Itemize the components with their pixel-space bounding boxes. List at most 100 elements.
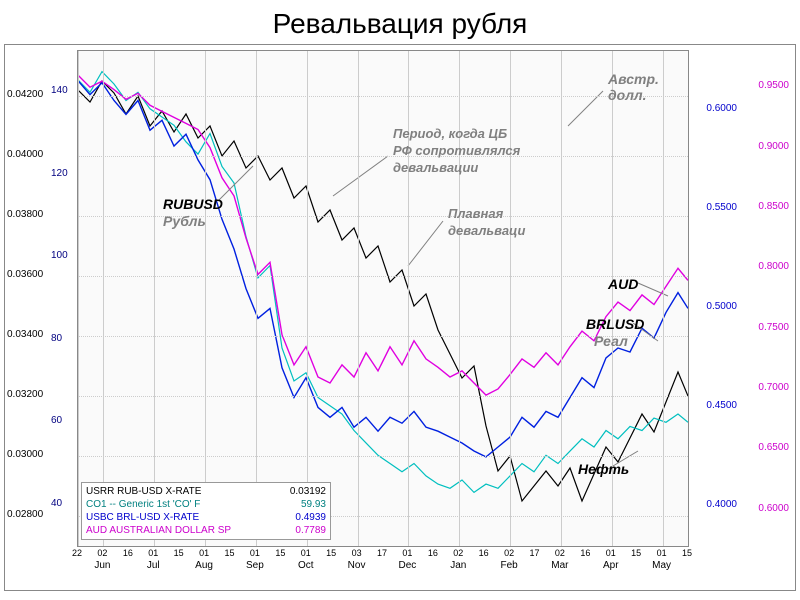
- legend-name: USRR RUB-USD X-RATE: [86, 485, 201, 498]
- x-tick-day: 15: [275, 548, 285, 558]
- x-tick-day: 03: [352, 548, 362, 558]
- annotation-label: RUBUSD: [163, 196, 223, 212]
- x-tick-month: May: [652, 560, 671, 571]
- annotation-label: Нефть: [578, 461, 629, 477]
- x-tick-day: 02: [97, 548, 107, 558]
- y-tick-aud: 0.6500: [758, 443, 789, 453]
- x-axis: 2202160115011501150115031701160216021702…: [77, 548, 687, 588]
- y-tick-rubusd: 0.03200: [7, 390, 43, 400]
- x-tick-month: Jun: [94, 560, 110, 571]
- legend-name: CO1 -- Generic 1st 'CO' F: [86, 498, 200, 511]
- x-tick-day: 01: [657, 548, 667, 558]
- y-tick-oil: 120: [51, 169, 68, 179]
- y-tick-aud: 0.8000: [758, 262, 789, 272]
- x-tick-day: 01: [148, 548, 158, 558]
- y-tick-rubusd: 0.03400: [7, 330, 43, 340]
- x-tick-month: Mar: [551, 560, 568, 571]
- x-tick-day: 16: [428, 548, 438, 558]
- annotation-label: девальваци: [448, 223, 525, 238]
- legend-row: USRR RUB-USD X-RATE 0.03192: [86, 485, 326, 498]
- x-tick-day: 01: [250, 548, 260, 558]
- y-tick-oil: 100: [51, 251, 68, 261]
- x-tick-day: 15: [631, 548, 641, 558]
- x-tick-day: 01: [199, 548, 209, 558]
- x-tick-day: 22: [72, 548, 82, 558]
- y-tick-rubusd: 0.04000: [7, 150, 43, 160]
- series-rubusd: [78, 81, 688, 501]
- x-tick-month: Feb: [500, 560, 517, 571]
- x-tick-day: 17: [529, 548, 539, 558]
- legend-row: CO1 -- Generic 1st 'CO' F 59.93: [86, 498, 326, 511]
- y-axis-oil: 140 120 100 80 60 40: [45, 50, 77, 545]
- x-tick-day: 02: [504, 548, 514, 558]
- x-tick-day: 16: [479, 548, 489, 558]
- annotation-label: девальвации: [393, 160, 478, 175]
- x-tick-day: 02: [555, 548, 565, 558]
- y-tick-rubusd: 0.02800: [7, 510, 43, 520]
- annotation-label: Австр. долл.: [608, 71, 659, 103]
- y-tick-brlusd: 0.5000: [706, 302, 737, 312]
- y-tick-brlusd: 0.4000: [706, 500, 737, 510]
- chart-title: Ревальвация рубля: [0, 0, 800, 44]
- y-tick-brlusd: 0.5500: [706, 203, 737, 213]
- annotation-arrow: [218, 166, 253, 201]
- x-tick-day: 16: [580, 548, 590, 558]
- y-tick-aud: 0.8500: [758, 202, 789, 212]
- y-tick-oil: 80: [51, 334, 62, 344]
- x-tick-day: 15: [174, 548, 184, 558]
- x-tick-day: 01: [301, 548, 311, 558]
- x-tick-day: 01: [402, 548, 412, 558]
- x-tick-month: Oct: [298, 560, 314, 571]
- annotation-arrow: [408, 221, 443, 266]
- y-tick-aud: 0.9000: [758, 142, 789, 152]
- x-tick-day: 15: [224, 548, 234, 558]
- x-tick-month: Jul: [147, 560, 160, 571]
- y-tick-aud: 0.6000: [758, 504, 789, 514]
- x-tick-day: 02: [453, 548, 463, 558]
- legend-row: AUD AUSTRALIAN DOLLAR SP 0.7789: [86, 524, 326, 537]
- y-tick-rubusd: 0.03800: [7, 210, 43, 220]
- y-axis-brlusd: 0.6000 0.5500 0.5000 0.4500 0.4000: [689, 50, 739, 545]
- x-tick-day: 17: [377, 548, 387, 558]
- y-tick-aud: 0.9500: [758, 81, 789, 91]
- annotation-label: BRLUSD: [586, 316, 644, 332]
- x-tick-month: Jan: [450, 560, 466, 571]
- annotation-label: Рубль: [163, 213, 206, 229]
- series-brlusd: [78, 81, 688, 457]
- y-tick-rubusd: 0.03600: [7, 270, 43, 280]
- legend-value: 0.4939: [295, 511, 326, 524]
- y-tick-oil: 60: [51, 416, 62, 426]
- x-tick-month: Apr: [603, 560, 619, 571]
- legend-row: USBC BRL-USD X-RATE 0.4939: [86, 511, 326, 524]
- legend-name: USBC BRL-USD X-RATE: [86, 511, 199, 524]
- chart-container: 0.04200 0.04000 0.03800 0.03600 0.03400 0.032…: [4, 44, 796, 591]
- legend-value: 59.93: [301, 498, 326, 511]
- x-tick-month: Sep: [246, 560, 264, 571]
- x-tick-day: 16: [123, 548, 133, 558]
- y-tick-rubusd: 0.04200: [7, 90, 43, 100]
- legend-value: 0.03192: [290, 485, 326, 498]
- x-tick-month: Nov: [348, 560, 366, 571]
- y-tick-brlusd: 0.4500: [706, 401, 737, 411]
- y-axis-rubusd: 0.04200 0.04000 0.03800 0.03600 0.03400 0.032…: [5, 50, 45, 545]
- annotation-label: РФ сопротивлялся: [393, 143, 520, 158]
- y-tick-rubusd: 0.03000: [7, 450, 43, 460]
- annotation-label: Плавная: [448, 206, 503, 221]
- y-tick-oil: 140: [51, 86, 68, 96]
- legend-name: AUD AUSTRALIAN DOLLAR SP: [86, 524, 231, 537]
- plot-area: Австр. долл. Период, когда ЦБ РФ сопротивл…: [77, 50, 689, 547]
- y-tick-oil: 40: [51, 499, 62, 509]
- x-tick-month: Dec: [399, 560, 417, 571]
- y-tick-brlusd: 0.6000: [706, 104, 737, 114]
- legend-box: USRR RUB-USD X-RATE0.03192CO1 -- Generic…: [81, 482, 331, 540]
- x-tick-day: 15: [682, 548, 692, 558]
- annotation-arrow: [333, 156, 388, 196]
- annotation-label: Период, когда ЦБ: [393, 126, 507, 141]
- x-tick-month: Aug: [195, 560, 213, 571]
- x-tick-day: 01: [606, 548, 616, 558]
- y-tick-aud: 0.7500: [758, 323, 789, 333]
- y-axis-aud: 0.9500 0.9000 0.8500 0.8000 0.7500 0.7000 0.65…: [741, 50, 791, 545]
- x-tick-day: 15: [326, 548, 336, 558]
- legend-value: 0.7789: [295, 524, 326, 537]
- y-tick-aud: 0.7000: [758, 383, 789, 393]
